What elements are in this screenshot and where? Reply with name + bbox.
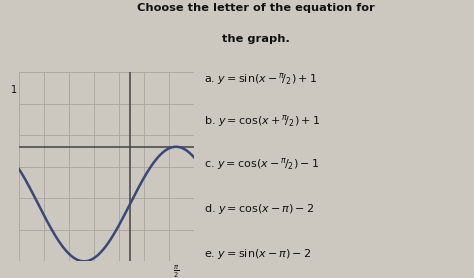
- Text: e. $y = \sin(x - \pi) - 2$: e. $y = \sin(x - \pi) - 2$: [204, 247, 311, 261]
- Text: c. $y = \cos(x - ^{\pi}\!/_2) - 1$: c. $y = \cos(x - ^{\pi}\!/_2) - 1$: [204, 156, 319, 172]
- Text: a. $y = \sin(x - ^{\pi}\!/_2) + 1$: a. $y = \sin(x - ^{\pi}\!/_2) + 1$: [204, 71, 317, 87]
- Text: b. $y = \cos(x + ^{\pi}\!/_2) + 1$: b. $y = \cos(x + ^{\pi}\!/_2) + 1$: [204, 113, 320, 130]
- Text: the graph.: the graph.: [222, 34, 290, 44]
- Text: d. $y = \cos(x - \pi) - 2$: d. $y = \cos(x - \pi) - 2$: [204, 202, 314, 216]
- Text: Choose the letter of the equation for: Choose the letter of the equation for: [137, 3, 375, 13]
